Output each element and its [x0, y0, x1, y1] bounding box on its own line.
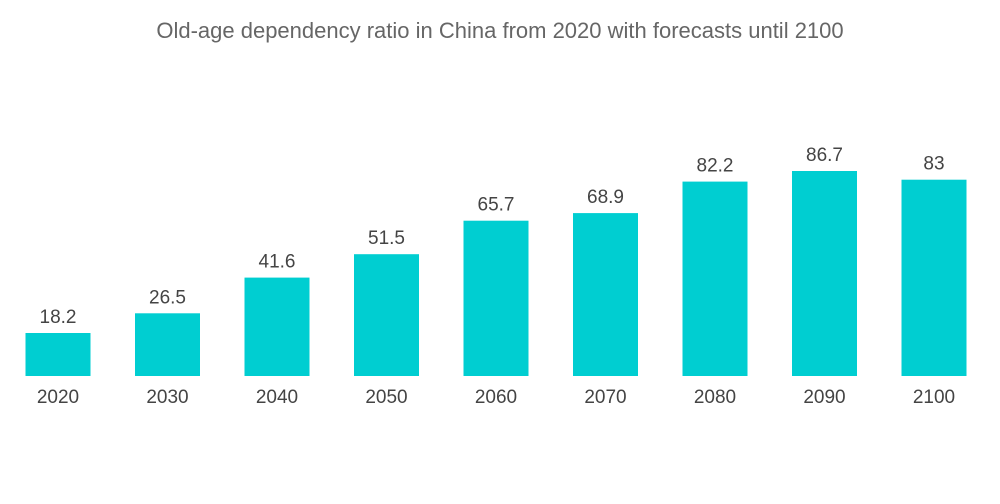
- value-label-2030: 26.5: [149, 287, 186, 308]
- value-label-2100: 83: [923, 154, 944, 175]
- bar-2080: [682, 181, 748, 376]
- bar-2020: [25, 333, 91, 376]
- x-tick-label-2060: 2060: [475, 387, 517, 408]
- x-tick-label-2050: 2050: [365, 387, 407, 408]
- x-tick-label-2040: 2040: [256, 387, 298, 408]
- chart-title: Old-age dependency ratio in China from 2…: [156, 18, 844, 43]
- x-tick-label-2100: 2100: [913, 387, 955, 408]
- x-tick-label-2020: 2020: [37, 387, 79, 408]
- value-labels-layer: 18.2 26.5 41.6 51.5 65.7 68.9 82.2 86.7 83: [40, 145, 945, 328]
- x-tick-label-2090: 2090: [803, 387, 845, 408]
- value-label-2090: 86.7: [806, 145, 843, 166]
- value-label-2040: 41.6: [259, 252, 296, 273]
- bar-2060: [463, 220, 529, 376]
- bar-2090: [792, 171, 857, 376]
- x-tick-label-2080: 2080: [694, 387, 736, 408]
- x-axis-ticks-layer: 2020 2030 2040 2050 2060 2070 2080 2090 2100: [37, 387, 955, 408]
- bar-2070: [573, 213, 638, 376]
- value-label-2050: 51.5: [368, 228, 405, 249]
- bar-2100: [901, 179, 967, 376]
- bar-2050: [354, 254, 419, 376]
- value-label-2060: 65.7: [478, 195, 515, 216]
- value-label-2020: 18.2: [40, 307, 77, 328]
- value-label-2080: 82.2: [697, 156, 734, 177]
- bar-2030: [135, 313, 200, 376]
- x-tick-label-2070: 2070: [584, 387, 626, 408]
- bar-2040: [244, 277, 310, 376]
- x-tick-label-2030: 2030: [146, 387, 188, 408]
- value-label-2070: 68.9: [587, 187, 624, 208]
- bars-layer: [25, 171, 967, 376]
